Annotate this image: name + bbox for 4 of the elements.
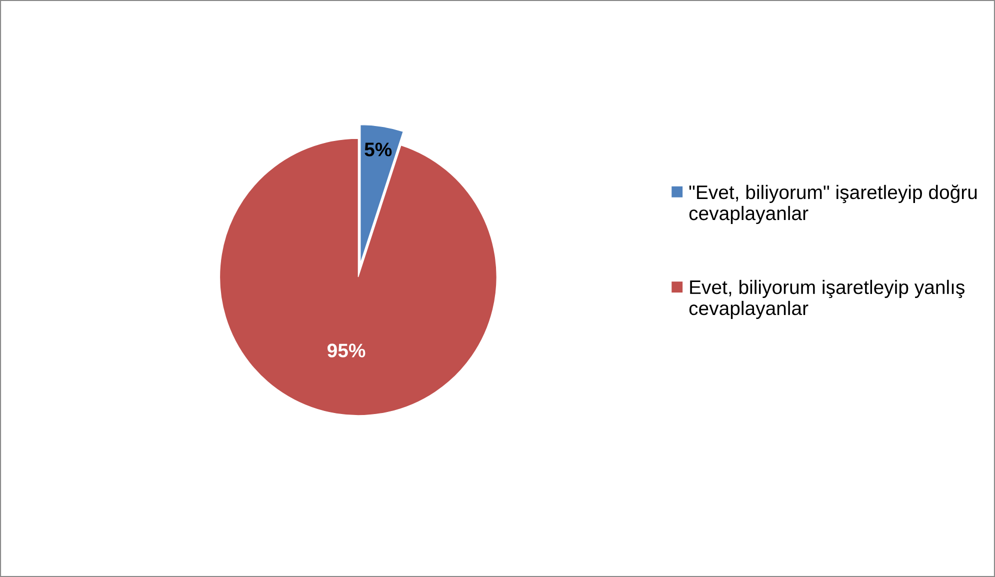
legend-label: Evet, biliyorum işaretleyip yanlış cevaplayanlar [689,280,964,319]
legend-label: "Evet, biliyorum" işaretleyip doğru cevaplayanlar [689,184,977,224]
data-label: 5% [364,142,392,156]
data-label: 95% [328,344,366,358]
